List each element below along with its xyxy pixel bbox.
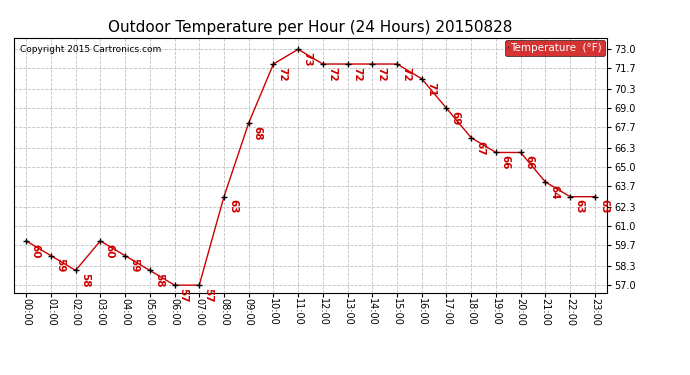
Text: 69: 69 (451, 111, 461, 125)
Text: 57: 57 (204, 288, 213, 303)
Text: 73: 73 (302, 52, 313, 67)
Text: 72: 72 (277, 67, 288, 81)
Legend: Temperature  (°F): Temperature (°F) (505, 40, 605, 56)
Text: 66: 66 (525, 155, 535, 170)
Text: 60: 60 (104, 244, 115, 258)
Title: Outdoor Temperature per Hour (24 Hours) 20150828: Outdoor Temperature per Hour (24 Hours) … (108, 20, 513, 35)
Text: 68: 68 (253, 126, 263, 140)
Text: 63: 63 (228, 200, 238, 214)
Text: 60: 60 (30, 244, 40, 258)
Text: 58: 58 (154, 273, 164, 288)
Text: 63: 63 (599, 200, 609, 214)
Text: 66: 66 (500, 155, 510, 170)
Text: 59: 59 (55, 258, 65, 273)
Text: 57: 57 (179, 288, 188, 303)
Text: 72: 72 (377, 67, 386, 81)
Text: 58: 58 (80, 273, 90, 288)
Text: 72: 72 (401, 67, 411, 81)
Text: 71: 71 (426, 81, 436, 96)
Text: 67: 67 (475, 141, 485, 155)
Text: 63: 63 (574, 200, 584, 214)
Text: 72: 72 (327, 67, 337, 81)
Text: 64: 64 (549, 185, 560, 200)
Text: Copyright 2015 Cartronics.com: Copyright 2015 Cartronics.com (20, 45, 161, 54)
Text: 72: 72 (352, 67, 362, 81)
Text: 59: 59 (129, 258, 139, 273)
